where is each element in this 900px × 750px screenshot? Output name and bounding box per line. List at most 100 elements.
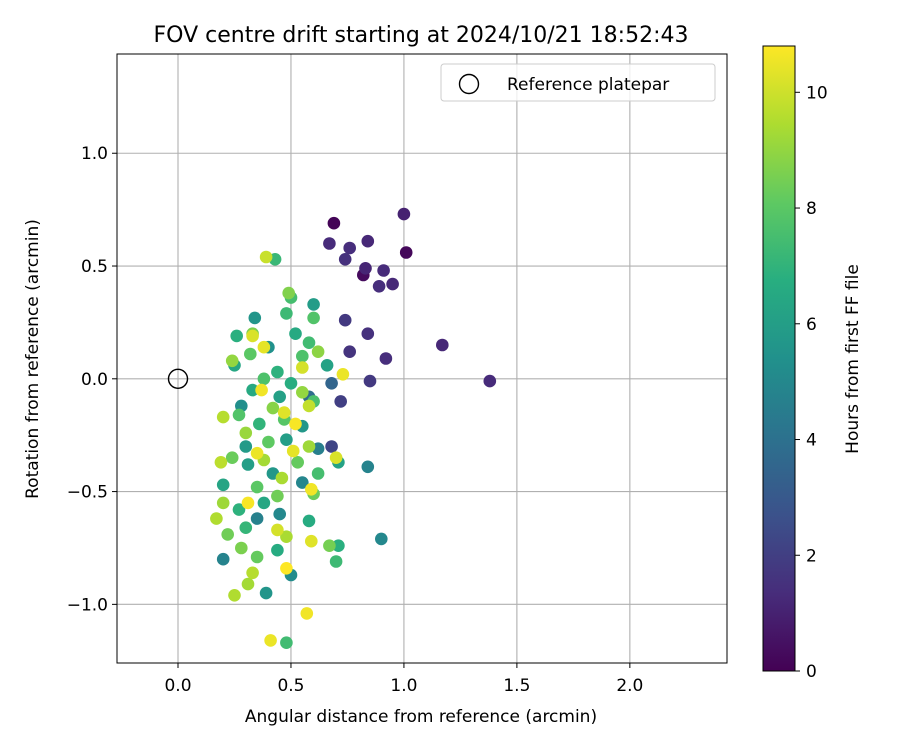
data-point: [248, 311, 262, 325]
data-point: [282, 286, 296, 300]
data-point: [266, 401, 280, 415]
data-point: [289, 327, 302, 341]
reference-point: [167, 368, 189, 389]
data-point: [363, 374, 377, 388]
data-point: [286, 444, 300, 458]
data-point: [257, 372, 271, 386]
data-point: [262, 435, 275, 449]
data-point: [329, 451, 343, 465]
data-point: [307, 298, 320, 311]
data-point: [323, 539, 336, 552]
data-point: [375, 532, 388, 546]
data-point: [271, 365, 284, 379]
data-point: [241, 577, 255, 591]
data-point: [225, 354, 239, 368]
data-point: [334, 395, 348, 408]
colorbar-tick-label: 0: [806, 662, 817, 682]
y-tick-label: 0.0: [81, 370, 108, 390]
data-point: [329, 555, 343, 568]
data-point: [332, 539, 345, 552]
data-point: [307, 311, 320, 325]
data-point: [216, 410, 230, 424]
legend-box: [440, 63, 716, 102]
data-point: [311, 467, 325, 480]
data-point: [280, 636, 293, 649]
colorbar-tick-label: 6: [806, 315, 817, 335]
x-tick-label: 0.0: [164, 676, 191, 696]
plot-frame: [116, 53, 728, 664]
data-point: [436, 338, 449, 352]
data-point: [320, 359, 334, 372]
colorbar: 0 2 4 6 8 10 Hours from first FF file: [762, 45, 863, 682]
data-point: [225, 451, 239, 465]
data-point: [273, 390, 287, 404]
data-point: [228, 589, 241, 602]
colorbar-ticks: 0 2 4 6 8 10: [795, 83, 828, 682]
data-point: [230, 329, 243, 343]
data-point: [250, 446, 264, 460]
data-point: [210, 512, 223, 525]
grid-lines: [117, 54, 727, 663]
data-point: [300, 607, 314, 620]
data-point: [280, 307, 293, 320]
data-point: [277, 406, 291, 419]
data-point: [361, 460, 375, 474]
data-point: [244, 347, 257, 361]
y-tick-label: 1.0: [81, 144, 108, 164]
legend-reference-icon: [458, 73, 480, 95]
chart-title: FOV centre drift starting at 2024/10/21 …: [154, 23, 689, 48]
data-point: [361, 327, 375, 341]
data-point: [397, 207, 411, 221]
data-point: [271, 543, 284, 557]
colorbar-tick-label: 4: [806, 431, 817, 451]
data-point: [271, 489, 284, 503]
data-point: [259, 250, 273, 264]
data-point: [325, 377, 338, 390]
data-point: [257, 340, 271, 354]
y-tick-label: 0.5: [81, 257, 108, 277]
data-point: [291, 456, 305, 469]
data-point: [246, 329, 259, 343]
x-axis-label: Angular distance from reference (arcmin): [245, 707, 597, 727]
data-point: [372, 280, 386, 293]
data-point: [216, 478, 230, 492]
data-point: [296, 349, 309, 363]
data-point: [336, 368, 350, 381]
data-point: [273, 507, 287, 521]
data-point: [399, 246, 413, 259]
data-point: [343, 241, 357, 255]
data-point: [232, 503, 246, 516]
data-point: [311, 345, 325, 359]
data-point: [386, 277, 399, 291]
data-point: [289, 417, 302, 431]
colorbar-tick-label: 10: [806, 83, 828, 103]
data-point: [359, 262, 372, 275]
data-point: [302, 440, 316, 453]
data-point: [483, 374, 497, 388]
legend: Reference platepar: [440, 63, 716, 102]
data-point: [246, 383, 259, 397]
data-point: [250, 512, 264, 525]
x-tick-label: 1.0: [390, 676, 417, 696]
y-tick-label: −0.5: [67, 483, 108, 503]
legend-label: Reference platepar: [507, 75, 669, 95]
data-point: [252, 417, 266, 431]
colorbar-tick-label: 2: [806, 546, 817, 566]
data-point: [379, 352, 393, 365]
colorbar-label: Hours from first FF file: [843, 264, 863, 454]
data-point: [280, 530, 293, 543]
data-point: [239, 521, 253, 534]
x-tick-label: 1.5: [503, 676, 530, 696]
data-point: [257, 496, 271, 510]
x-axis-ticks: 0.0 0.5 1.0 1.5 2.0: [164, 663, 643, 696]
data-point: [221, 528, 234, 541]
data-point: [296, 476, 309, 489]
data-point: [361, 234, 375, 248]
y-axis-ticks: −1.0 −0.5 0.0 0.5 1.0: [67, 144, 117, 615]
data-point: [377, 264, 390, 277]
data-point: [275, 471, 289, 485]
data-point: [338, 252, 352, 266]
data-point: [323, 237, 336, 250]
data-point: [246, 566, 259, 580]
